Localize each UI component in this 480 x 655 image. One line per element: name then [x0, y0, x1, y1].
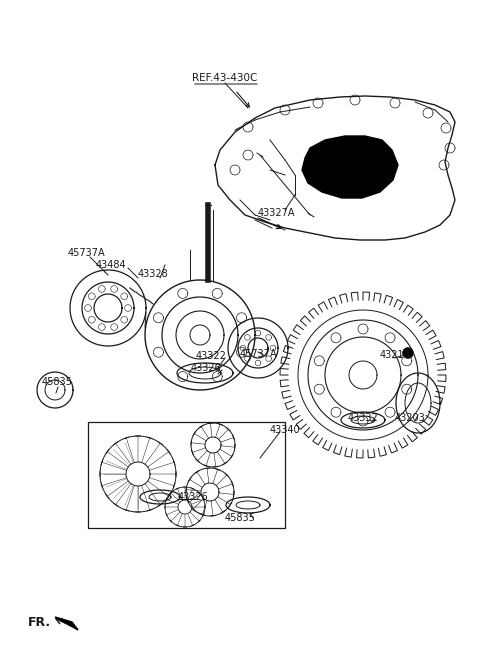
Text: FR.: FR.	[28, 616, 51, 629]
Text: REF.43-430C: REF.43-430C	[192, 73, 257, 83]
Text: 43326: 43326	[178, 492, 209, 502]
Text: 43326: 43326	[191, 363, 222, 373]
Polygon shape	[55, 617, 78, 630]
Text: 43322: 43322	[196, 351, 227, 361]
Text: 43327A: 43327A	[258, 208, 296, 218]
Text: 45737A: 45737A	[68, 248, 106, 258]
Text: 43340: 43340	[270, 425, 300, 435]
Text: 45737A: 45737A	[240, 349, 277, 359]
Text: 45835: 45835	[42, 377, 73, 387]
Text: 43328: 43328	[138, 269, 169, 279]
Bar	[88, 422, 285, 528]
Text: 43203: 43203	[395, 413, 426, 423]
Polygon shape	[403, 348, 413, 358]
Text: 43213: 43213	[380, 350, 411, 360]
Text: 43484: 43484	[96, 260, 127, 270]
Text: 43332: 43332	[348, 413, 379, 423]
Polygon shape	[302, 136, 398, 198]
Text: 45835: 45835	[225, 513, 255, 523]
